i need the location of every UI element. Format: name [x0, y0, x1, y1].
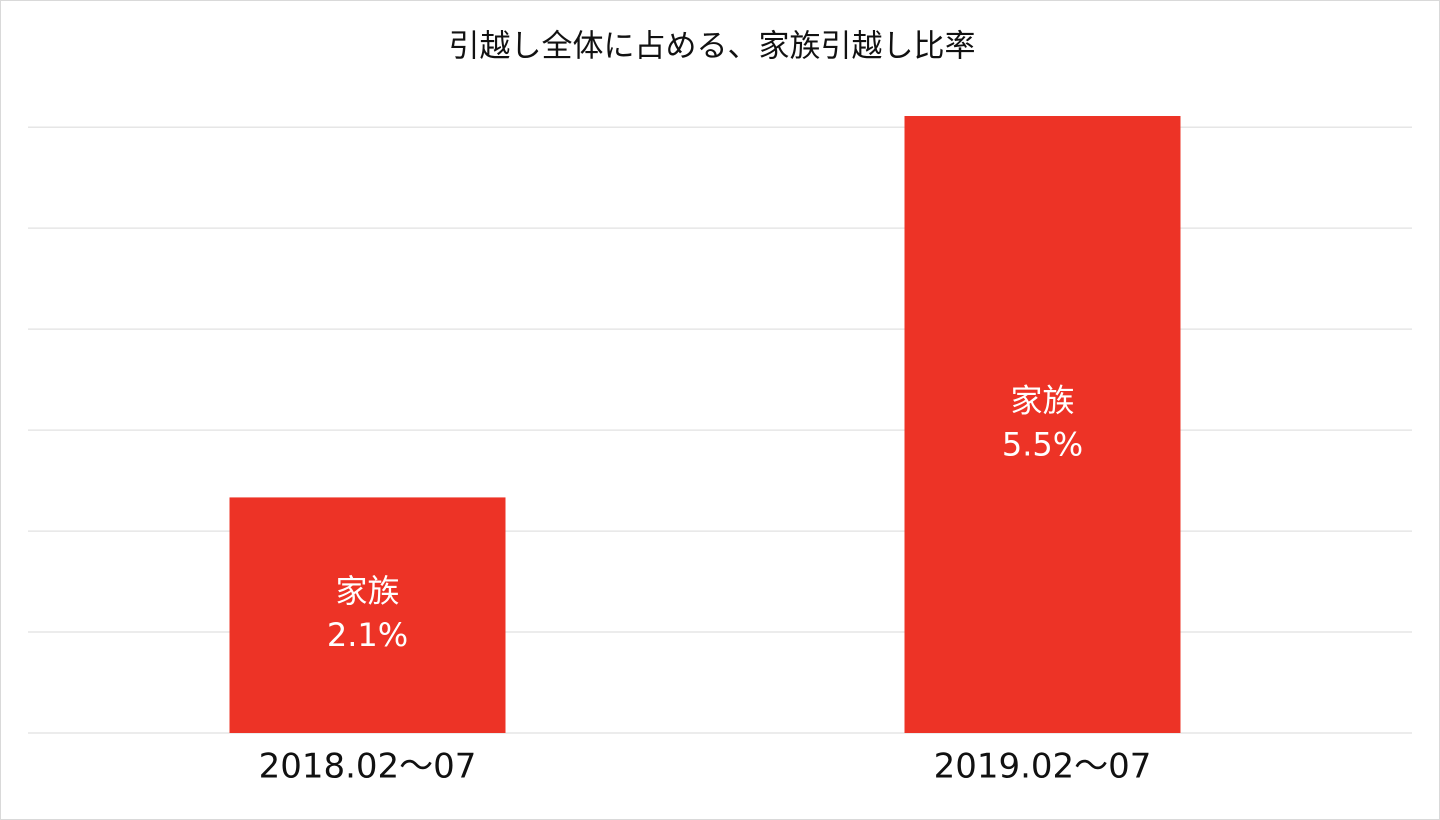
- data-label-series: 家族: [335, 572, 399, 610]
- x-tick-label: 2019.02〜07: [934, 747, 1152, 787]
- bar: [904, 116, 1181, 733]
- x-tick-label: 2018.02〜07: [259, 747, 477, 787]
- bar: [229, 497, 506, 733]
- chart-title: 引越し全体に占める、家族引越し比率: [449, 29, 976, 65]
- data-label: 2.1%: [327, 616, 408, 654]
- data-label-series: 家族: [1010, 382, 1074, 420]
- data-label: 5.5%: [1002, 426, 1083, 464]
